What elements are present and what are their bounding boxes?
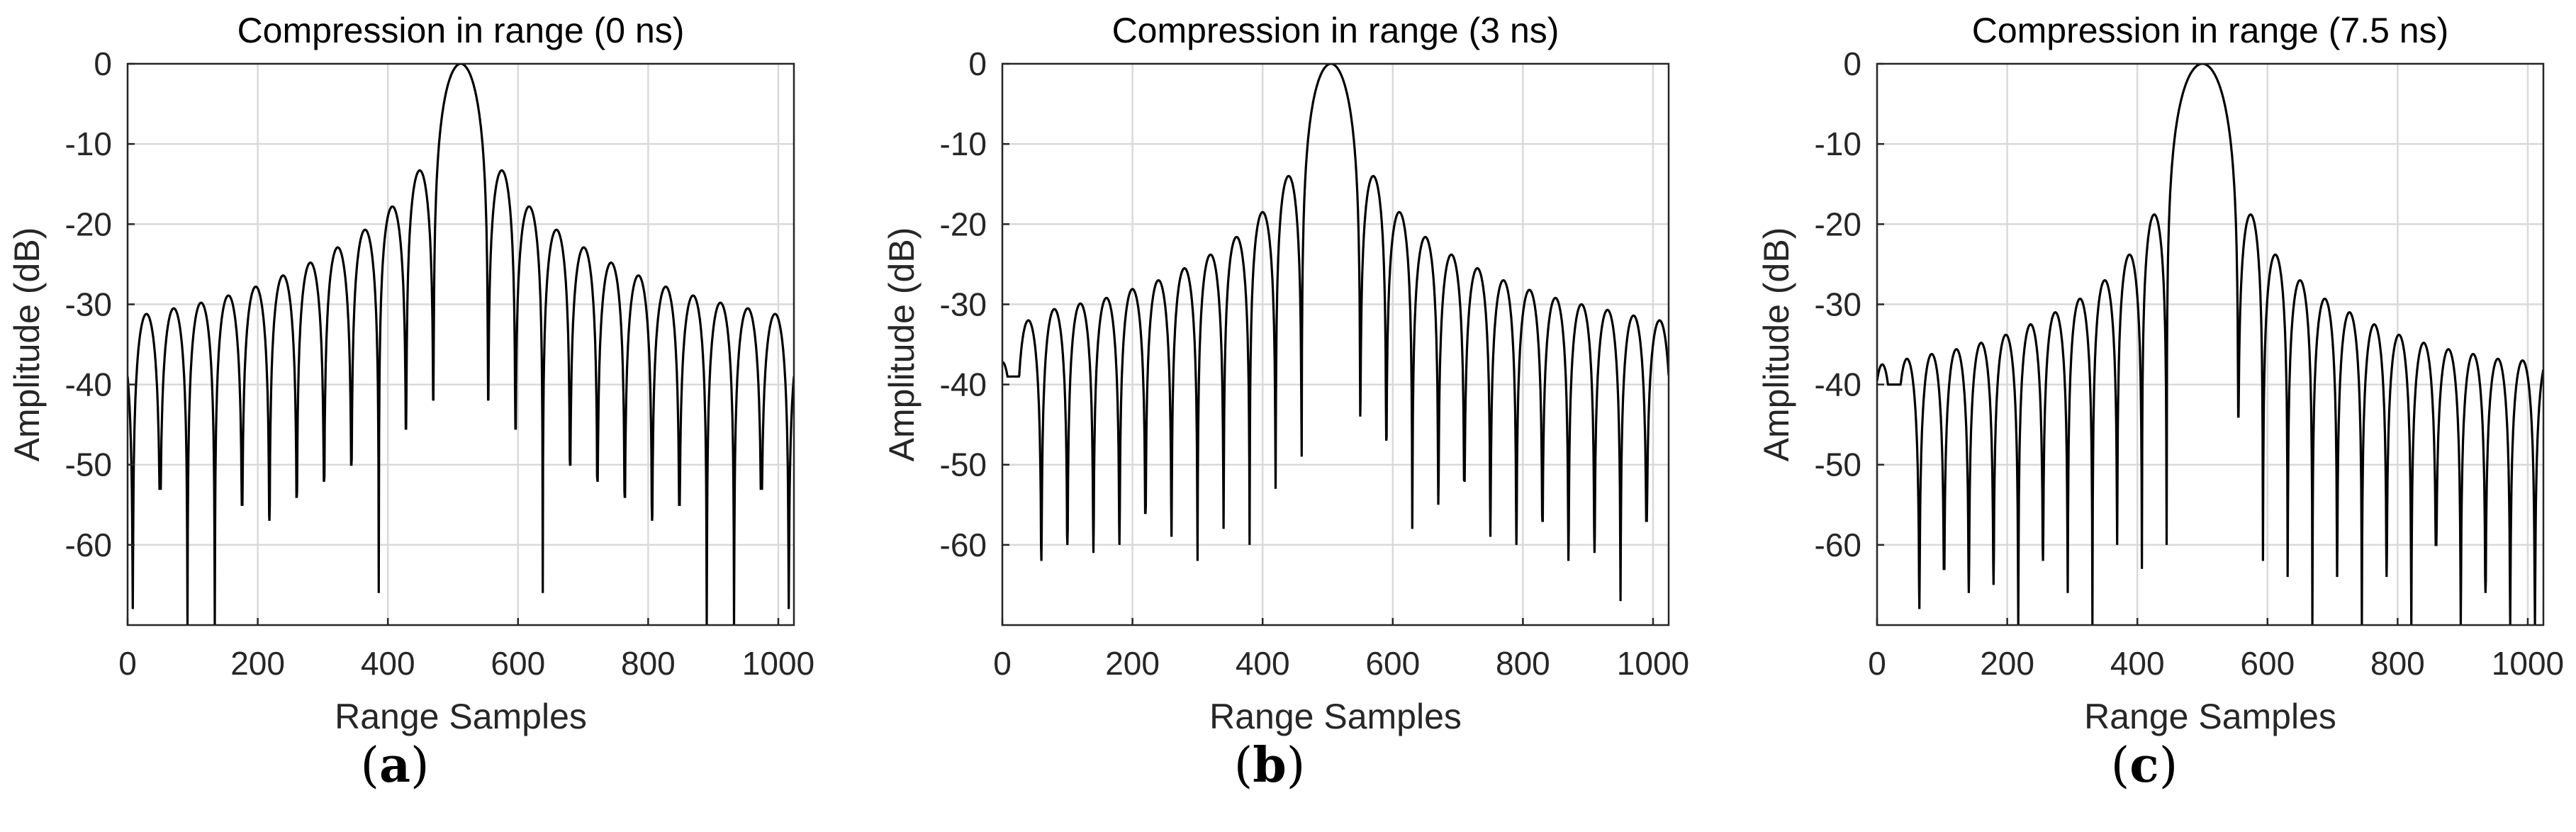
x-axis-label: Range Samples bbox=[2084, 697, 2336, 736]
x-tick-label: 1000 bbox=[2492, 645, 2564, 682]
x-tick-label: 400 bbox=[1236, 645, 1290, 682]
y-tick-label: -20 bbox=[65, 206, 112, 242]
panel-label-c: (c) bbox=[2110, 737, 2178, 794]
axes-box bbox=[1876, 62, 2545, 626]
x-tick-label: 600 bbox=[491, 645, 545, 682]
panel-label-b: (b) bbox=[1233, 737, 1306, 794]
x-tick-label: 200 bbox=[1980, 645, 2034, 682]
panel-label-letter: a bbox=[379, 737, 411, 794]
y-tick-label: -50 bbox=[1815, 446, 1861, 483]
chart-title: Compression in range (0 ns) bbox=[237, 11, 685, 50]
x-tick-label: 600 bbox=[2240, 645, 2295, 682]
chart-svg-a: 0 200 400 600 800 1000 0 -10 -20 -30 -40 -50 -60 Comp… bbox=[7, 11, 814, 736]
series-line bbox=[1002, 64, 1669, 602]
y-tick-label: -10 bbox=[65, 125, 112, 162]
x-tick-label: 1000 bbox=[1617, 645, 1689, 682]
y-tick-label: -20 bbox=[940, 206, 987, 242]
x-tick-label: 0 bbox=[118, 645, 137, 682]
chart-svg-b: 0 200 400 600 800 1000 0 -10 -20 -30 -40 -50 -60 Comp… bbox=[882, 11, 1689, 736]
series-line bbox=[1877, 64, 2543, 625]
grid bbox=[126, 62, 794, 625]
y-tick-label: -60 bbox=[1815, 527, 1861, 563]
y-axis-label: Amplitude (dB) bbox=[882, 227, 922, 462]
x-tick-label: 600 bbox=[1365, 645, 1420, 682]
y-axis-label: Amplitude (dB) bbox=[7, 227, 47, 462]
axes-box bbox=[1001, 62, 1670, 626]
x-axis-label: Range Samples bbox=[335, 697, 587, 736]
chart-svg-c: 0 200 400 600 800 1000 0 -10 -20 -30 -40 -50 -60 Comp… bbox=[1757, 11, 2564, 736]
panel-label-letter: c bbox=[2129, 737, 2159, 794]
x-tick-label: 800 bbox=[621, 645, 676, 682]
chart-title: Compression in range (7.5 ns) bbox=[1972, 11, 2449, 50]
panel-a: 0 200 400 600 800 1000 0 -10 -20 -30 -40 -50 -60 Comp… bbox=[0, 0, 858, 832]
x-tick-label: 0 bbox=[993, 645, 1012, 682]
y-tick-label: -40 bbox=[940, 366, 987, 403]
y-tick-label: -40 bbox=[1815, 366, 1861, 403]
panel-label-a: (a) bbox=[360, 737, 430, 794]
y-tick-label: -30 bbox=[65, 286, 112, 322]
x-tick-label: 1000 bbox=[742, 645, 814, 682]
panel-label-letter: b bbox=[1253, 737, 1287, 794]
grid bbox=[1876, 62, 2543, 625]
y-tick-label: -30 bbox=[940, 286, 987, 322]
y-tick-label: -30 bbox=[1815, 286, 1861, 322]
y-axis-label: Amplitude (dB) bbox=[1757, 227, 1796, 462]
y-tick-label: -20 bbox=[1815, 206, 1861, 242]
y-tick-label: -40 bbox=[65, 366, 112, 403]
axes-box bbox=[126, 62, 795, 626]
y-tick-label: -50 bbox=[940, 446, 987, 483]
y-tick-label: -60 bbox=[940, 527, 987, 563]
x-tick-label: 200 bbox=[230, 645, 285, 682]
x-tick-label: 400 bbox=[361, 645, 415, 682]
chart-title: Compression in range (3 ns) bbox=[1112, 11, 1559, 50]
y-tick-label: -10 bbox=[940, 125, 987, 162]
y-tick-label: 0 bbox=[968, 45, 987, 82]
x-tick-label: 0 bbox=[1868, 645, 1886, 682]
y-tick-label: -60 bbox=[65, 527, 112, 563]
x-tick-label: 800 bbox=[1496, 645, 1550, 682]
y-tick-label: -50 bbox=[65, 446, 112, 483]
panel-c: 0 200 400 600 800 1000 0 -10 -20 -30 -40 -50 -60 Comp… bbox=[1749, 0, 2576, 832]
x-tick-label: 400 bbox=[2110, 645, 2165, 682]
panel-b: 0 200 400 600 800 1000 0 -10 -20 -30 -40 -50 -60 Comp… bbox=[875, 0, 1733, 832]
x-tick-label: 200 bbox=[1105, 645, 1160, 682]
x-axis-label: Range Samples bbox=[1209, 697, 1462, 736]
y-tick-label: 0 bbox=[1843, 45, 1861, 82]
y-tick-label: 0 bbox=[94, 45, 112, 82]
series-line bbox=[128, 64, 794, 625]
x-tick-label: 800 bbox=[2370, 645, 2425, 682]
y-tick-label: -10 bbox=[1815, 125, 1861, 162]
